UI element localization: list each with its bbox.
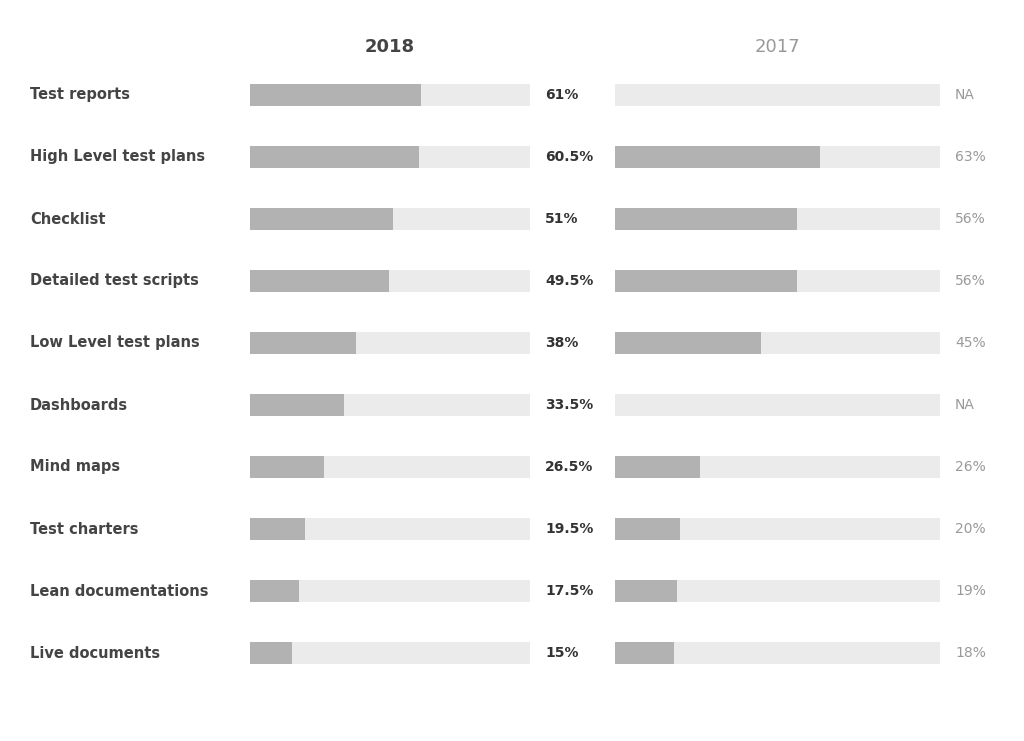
Bar [615,456,699,478]
Bar [615,642,940,664]
Bar [615,208,797,230]
Text: 20%: 20% [955,522,986,536]
Bar [250,332,530,354]
Text: Test reports: Test reports [30,87,130,102]
Bar [615,642,674,664]
Bar [615,146,940,168]
Bar [615,518,680,540]
Text: Live documents: Live documents [30,645,160,660]
Bar [615,270,797,292]
Bar [615,208,940,230]
Text: 45%: 45% [955,336,986,350]
Bar [250,394,344,416]
Text: 56%: 56% [955,212,986,226]
Text: 60.5%: 60.5% [545,150,593,164]
Bar [615,270,940,292]
Text: 17.5%: 17.5% [545,584,593,598]
Text: 61%: 61% [545,88,579,102]
Bar [250,270,530,292]
Bar [250,642,530,664]
Text: 38%: 38% [545,336,579,350]
Bar [250,208,530,230]
Bar [615,394,940,416]
Text: Test charters: Test charters [30,522,138,536]
Bar [615,518,940,540]
Text: Lean documentations: Lean documentations [30,583,209,599]
Text: NA: NA [955,88,975,102]
Text: Dashboards: Dashboards [30,397,128,413]
Text: 49.5%: 49.5% [545,274,593,288]
Bar [250,456,530,478]
Bar [615,332,761,354]
Text: 63%: 63% [955,150,986,164]
Bar [250,580,530,602]
Text: 18%: 18% [955,646,986,660]
Bar [615,580,940,602]
Text: 26.5%: 26.5% [545,460,593,474]
Bar [250,518,530,540]
Text: 33.5%: 33.5% [545,398,593,412]
Bar [615,332,940,354]
Bar [615,84,940,106]
Bar [250,270,388,292]
Text: 2017: 2017 [755,38,801,56]
Bar [250,208,393,230]
Bar [250,642,292,664]
Bar [615,580,677,602]
Text: High Level test plans: High Level test plans [30,150,205,165]
Text: Low Level test plans: Low Level test plans [30,336,200,350]
Bar [250,146,530,168]
Bar [250,332,356,354]
Text: 51%: 51% [545,212,579,226]
Text: Checklist: Checklist [30,211,105,227]
Bar [250,456,325,478]
Text: NA: NA [955,398,975,412]
Text: 15%: 15% [545,646,579,660]
Text: 19%: 19% [955,584,986,598]
Bar [615,146,820,168]
Bar [250,84,530,106]
Bar [250,580,299,602]
Bar [250,394,530,416]
Bar [615,456,940,478]
Text: 2018: 2018 [365,38,415,56]
Text: 56%: 56% [955,274,986,288]
Text: 19.5%: 19.5% [545,522,593,536]
Bar [250,146,420,168]
Text: Detailed test scripts: Detailed test scripts [30,273,199,288]
Text: 26%: 26% [955,460,986,474]
Bar [250,84,421,106]
Bar [250,518,304,540]
Text: Mind maps: Mind maps [30,459,120,474]
